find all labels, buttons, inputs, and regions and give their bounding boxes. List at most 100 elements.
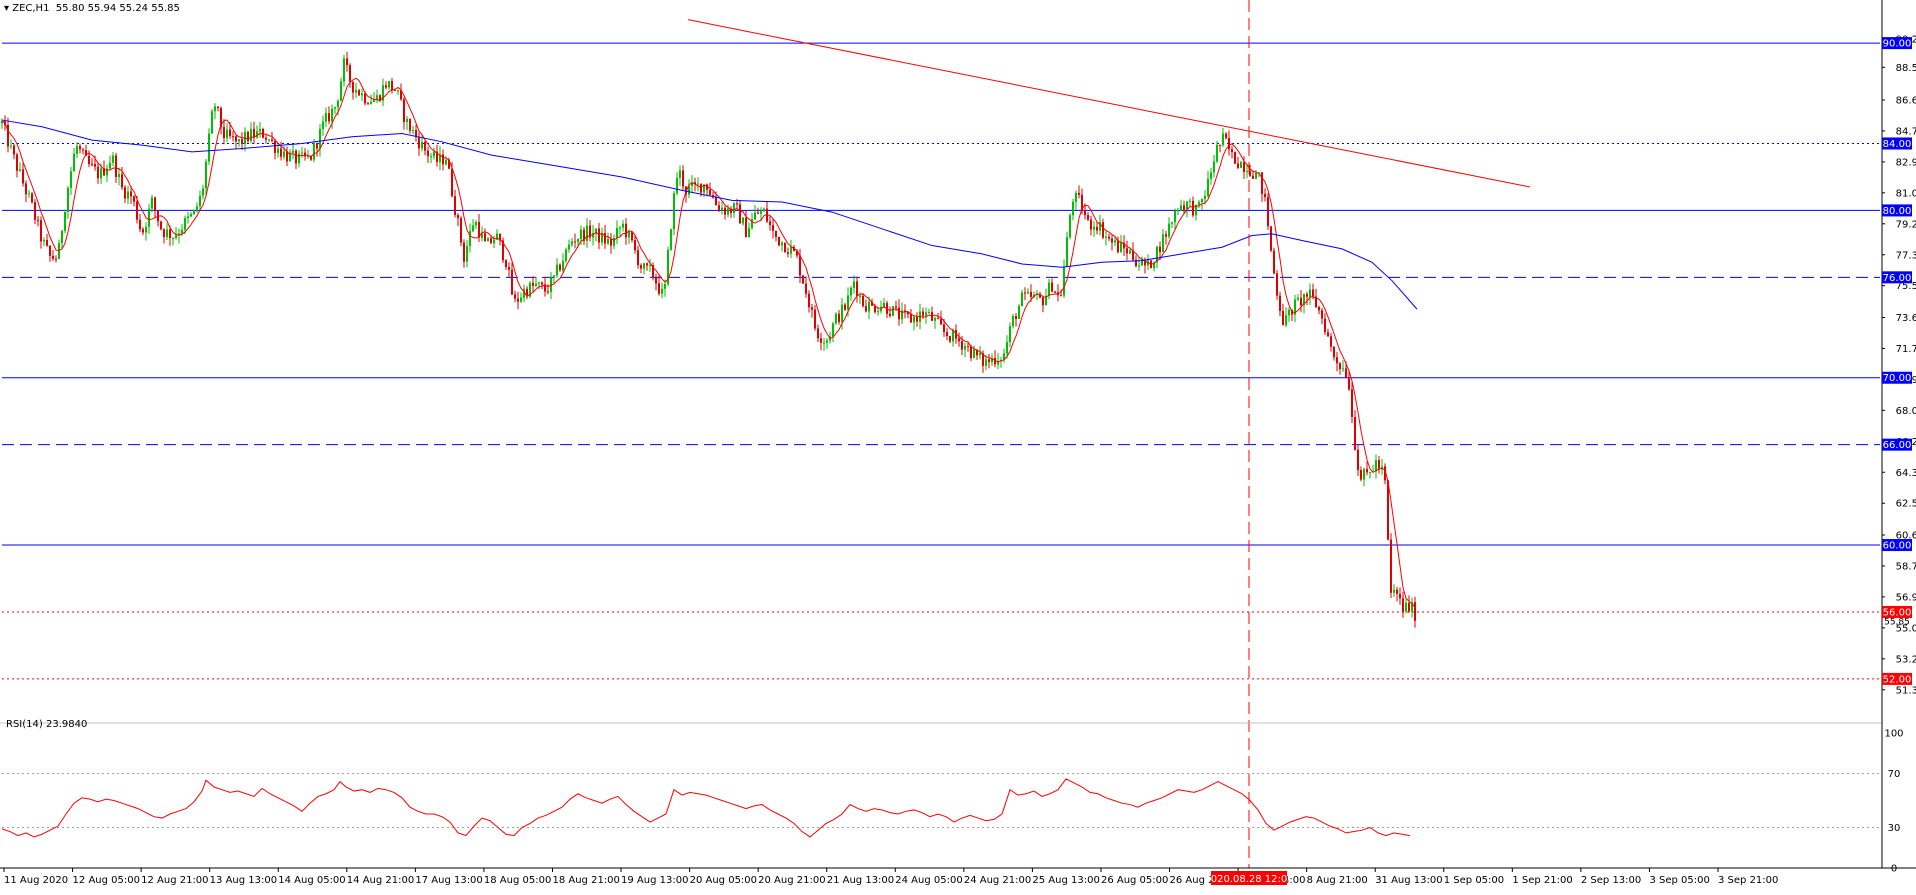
candle-body [1414,602,1416,621]
candle-body [1408,602,1410,612]
candle-body [892,306,894,316]
candle [61,229,63,249]
candle [646,262,648,271]
candle-body [784,242,786,253]
candle [1183,200,1185,215]
candle [331,104,333,129]
candle-body [460,218,462,243]
candle [1135,255,1137,268]
candle-body [163,229,165,238]
candle-body [1156,246,1158,263]
candle-body [1027,291,1029,294]
price-tag-label: 76.00 [1883,273,1912,284]
candle-body [676,177,678,194]
candle-body [1111,238,1113,243]
candle-body [1324,318,1326,333]
candle [1414,596,1416,628]
candle [1123,235,1125,256]
candle-body [1402,598,1404,612]
candle [805,276,807,298]
candle [28,189,30,198]
candle-body [1384,466,1386,481]
candle-body [1216,144,1218,162]
candle [1024,287,1026,301]
candle [679,165,681,186]
candle-body [1399,593,1401,599]
candle [865,299,867,313]
candle-body [973,349,975,359]
candle [1063,259,1065,299]
collapse-triangle-icon[interactable]: ▾ [4,3,10,14]
candle-body [205,161,207,189]
time-tick-label: 20 Aug 21:00 [758,875,825,886]
candle-body [481,233,483,238]
candle [223,118,225,145]
candle-body [199,195,201,207]
candle [649,258,651,272]
candle-body [1390,539,1392,593]
candle [1279,291,1281,317]
candle [991,353,993,366]
candle-body [862,295,864,307]
candle [358,88,360,97]
candle [832,321,834,343]
candle-body [1321,310,1323,319]
candle-body [1144,259,1146,266]
candle-body [73,153,75,172]
candle [1207,170,1209,198]
candle-body [754,212,756,220]
candle-body [1165,234,1167,237]
candle-body [568,244,570,250]
time-tick-label: 24 Aug 05:00 [895,875,962,886]
candle-body [139,219,141,230]
candle-body [7,124,9,147]
candle-body [904,310,906,312]
candle [607,232,609,246]
candle [970,344,972,362]
candle [1399,587,1401,605]
candle-body [1162,234,1164,253]
candle-body [412,130,414,132]
candle-body [1243,162,1245,172]
candle-body [1231,149,1233,152]
price-tag-label: 84.00 [1883,139,1912,150]
candle [943,318,945,337]
candle [1030,284,1032,302]
candle-body [1201,199,1203,203]
candle-body [661,288,663,294]
candle-body [1387,480,1389,540]
candle-body [724,207,726,215]
candle [790,239,792,258]
candle [148,204,150,234]
candle-body [403,99,405,122]
candle [454,189,456,218]
candle-body [478,222,480,238]
price-tag-label: 80.00 [1883,206,1912,217]
candle-body [1261,172,1263,194]
candle-body [40,220,42,242]
candle-body [736,203,738,205]
candle [493,235,495,249]
candle [949,335,951,344]
candle-body [241,139,243,144]
candle [658,275,660,296]
candle-body [475,222,477,226]
time-tick-label: 18 Aug 05:00 [484,875,551,886]
candle-body [493,239,495,244]
rsi-tick-label: 100 [1884,729,1903,740]
candle [850,286,852,301]
candle [412,125,414,135]
candle [808,290,810,313]
candle-body [355,90,357,93]
candle-body [634,240,636,251]
candle-body [127,191,129,199]
candle-body [1072,201,1074,216]
candle-body [1207,178,1209,196]
candle [73,147,75,172]
candle [853,275,855,294]
candle-body [1237,163,1239,168]
candle [100,163,102,185]
candle [385,81,387,90]
candle [1396,586,1398,602]
candle [1114,236,1116,247]
